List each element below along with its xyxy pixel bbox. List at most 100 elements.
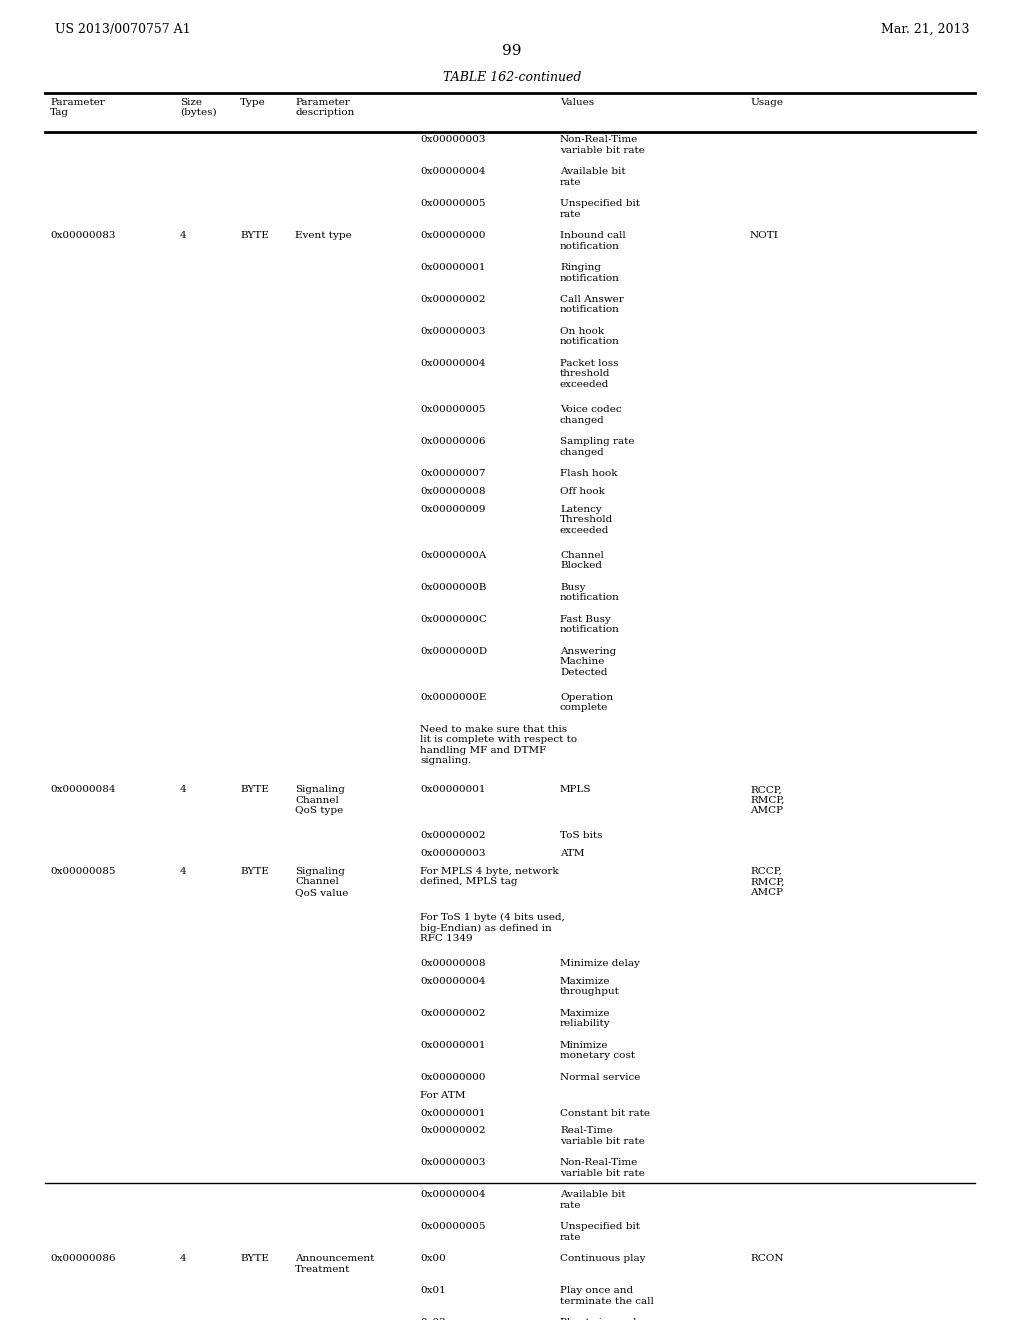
Text: Available bit
rate: Available bit rate (560, 168, 626, 186)
Text: 0x00000000: 0x00000000 (420, 1073, 485, 1082)
Text: Continuous play: Continuous play (560, 1254, 645, 1263)
Text: Real-Time
variable bit rate: Real-Time variable bit rate (560, 1126, 645, 1146)
Text: Need to make sure that this
lit is complete with respect to
handling MF and DTMF: Need to make sure that this lit is compl… (420, 725, 578, 766)
Text: 4: 4 (180, 785, 186, 795)
Text: Available bit
rate: Available bit rate (560, 1191, 626, 1209)
Text: For ToS 1 byte (4 bits used,
big-Endian) as defined in
RFC 1349: For ToS 1 byte (4 bits used, big-Endian)… (420, 913, 565, 944)
Text: Play twice and
terminate the call: Play twice and terminate the call (560, 1319, 654, 1320)
Text: 0x00000004: 0x00000004 (420, 1191, 485, 1200)
Text: 0x00000001: 0x00000001 (420, 1041, 485, 1049)
Text: On hook
notification: On hook notification (560, 327, 620, 346)
Text: Announcement
Treatment: Announcement Treatment (295, 1254, 375, 1274)
Text: Channel
Blocked: Channel Blocked (560, 550, 604, 570)
Text: RCCP,
RMCP,
AMCP: RCCP, RMCP, AMCP (750, 867, 784, 896)
Text: 0x01: 0x01 (420, 1286, 445, 1295)
Text: Answering
Machine
Detected: Answering Machine Detected (560, 647, 616, 677)
Text: ATM: ATM (560, 849, 585, 858)
Text: 0x0000000D: 0x0000000D (420, 647, 487, 656)
Text: Flash hook: Flash hook (560, 469, 617, 478)
Text: 0x00000001: 0x00000001 (420, 263, 485, 272)
Text: Voice codec
changed: Voice codec changed (560, 405, 622, 425)
Text: BYTE: BYTE (240, 785, 269, 795)
Text: 0x00000002: 0x00000002 (420, 1008, 485, 1018)
Text: 0x02: 0x02 (420, 1319, 445, 1320)
Text: 0x00000002: 0x00000002 (420, 1126, 485, 1135)
Text: 0x00000004: 0x00000004 (420, 359, 485, 368)
Text: Sampling rate
changed: Sampling rate changed (560, 437, 635, 457)
Text: 0x0000000B: 0x0000000B (420, 583, 486, 591)
Text: 0x00000005: 0x00000005 (420, 1222, 485, 1232)
Text: 0x00000084: 0x00000084 (50, 785, 116, 795)
Text: TABLE 162-continued: TABLE 162-continued (442, 71, 582, 84)
Text: 0x00000002: 0x00000002 (420, 832, 485, 841)
Text: 0x00000008: 0x00000008 (420, 960, 485, 969)
Text: 4: 4 (180, 867, 186, 876)
Text: For MPLS 4 byte, network
defined, MPLS tag: For MPLS 4 byte, network defined, MPLS t… (420, 867, 559, 886)
Text: RCON: RCON (750, 1254, 783, 1263)
Text: MPLS: MPLS (560, 785, 592, 795)
Text: 0x00000083: 0x00000083 (50, 231, 116, 240)
Text: Signaling
Channel
QoS type: Signaling Channel QoS type (295, 785, 345, 814)
Text: 4: 4 (180, 1254, 186, 1263)
Text: 0x00000002: 0x00000002 (420, 296, 485, 304)
Text: Event type: Event type (295, 231, 352, 240)
Text: Parameter
Tag: Parameter Tag (50, 98, 104, 117)
Text: 0x0000000A: 0x0000000A (420, 550, 486, 560)
Text: Play once and
terminate the call: Play once and terminate the call (560, 1286, 654, 1305)
Text: 0x00: 0x00 (420, 1254, 445, 1263)
Text: 0x00000003: 0x00000003 (420, 135, 485, 144)
Text: Usage: Usage (750, 98, 783, 107)
Text: 0x00000007: 0x00000007 (420, 469, 485, 478)
Text: 0x00000003: 0x00000003 (420, 1159, 485, 1167)
Text: 0x00000085: 0x00000085 (50, 867, 116, 876)
Text: 0x00000003: 0x00000003 (420, 327, 485, 337)
Text: 0x00000005: 0x00000005 (420, 199, 485, 209)
Text: RCCP,
RMCP,
AMCP: RCCP, RMCP, AMCP (750, 785, 784, 814)
Text: Constant bit rate: Constant bit rate (560, 1109, 650, 1118)
Text: Off hook: Off hook (560, 487, 605, 496)
Text: Packet loss
threshold
exceeded: Packet loss threshold exceeded (560, 359, 618, 389)
Text: BYTE: BYTE (240, 1254, 269, 1263)
Text: Call Answer
notification: Call Answer notification (560, 296, 624, 314)
Text: 0x00000000: 0x00000000 (420, 231, 485, 240)
Text: NOTI: NOTI (750, 231, 779, 240)
Text: Values: Values (560, 98, 594, 107)
Text: 0x00000005: 0x00000005 (420, 405, 485, 414)
Text: For ATM: For ATM (420, 1090, 466, 1100)
Text: Size
(bytes): Size (bytes) (180, 98, 217, 117)
Text: 99: 99 (502, 44, 522, 58)
Text: 0x00000003: 0x00000003 (420, 849, 485, 858)
Text: Operation
complete: Operation complete (560, 693, 613, 713)
Text: 0x00000008: 0x00000008 (420, 487, 485, 496)
Text: Maximize
throughput: Maximize throughput (560, 977, 620, 997)
Text: 0x00000086: 0x00000086 (50, 1254, 116, 1263)
Text: Maximize
reliability: Maximize reliability (560, 1008, 610, 1028)
Text: Signaling
Channel
QoS value: Signaling Channel QoS value (295, 867, 348, 896)
Text: Inbound call
notification: Inbound call notification (560, 231, 626, 251)
Text: BYTE: BYTE (240, 867, 269, 876)
Text: 0x00000009: 0x00000009 (420, 504, 485, 513)
Text: 0x0000000E: 0x0000000E (420, 693, 486, 702)
Text: 4: 4 (180, 231, 186, 240)
Text: 0x00000004: 0x00000004 (420, 168, 485, 176)
Text: 0x0000000C: 0x0000000C (420, 615, 486, 624)
Text: US 2013/0070757 A1: US 2013/0070757 A1 (55, 22, 190, 36)
Text: BYTE: BYTE (240, 231, 269, 240)
Text: 0x00000001: 0x00000001 (420, 785, 485, 795)
Text: ToS bits: ToS bits (560, 832, 602, 841)
Text: Type: Type (240, 98, 266, 107)
Text: Minimize
monetary cost: Minimize monetary cost (560, 1041, 635, 1060)
Text: Latency
Threshold
exceeded: Latency Threshold exceeded (560, 504, 613, 535)
Text: Normal service: Normal service (560, 1073, 640, 1082)
Text: 0x00000004: 0x00000004 (420, 977, 485, 986)
Text: Parameter
description: Parameter description (295, 98, 354, 117)
Text: Ringing
notification: Ringing notification (560, 263, 620, 282)
Text: 0x00000006: 0x00000006 (420, 437, 485, 446)
Text: Fast Busy
notification: Fast Busy notification (560, 615, 620, 634)
Text: Non-Real-Time
variable bit rate: Non-Real-Time variable bit rate (560, 1159, 645, 1177)
Text: Non-Real-Time
variable bit rate: Non-Real-Time variable bit rate (560, 135, 645, 154)
Text: Minimize delay: Minimize delay (560, 960, 640, 969)
Text: Busy
notification: Busy notification (560, 583, 620, 602)
Text: Mar. 21, 2013: Mar. 21, 2013 (882, 22, 970, 36)
Text: 0x00000001: 0x00000001 (420, 1109, 485, 1118)
